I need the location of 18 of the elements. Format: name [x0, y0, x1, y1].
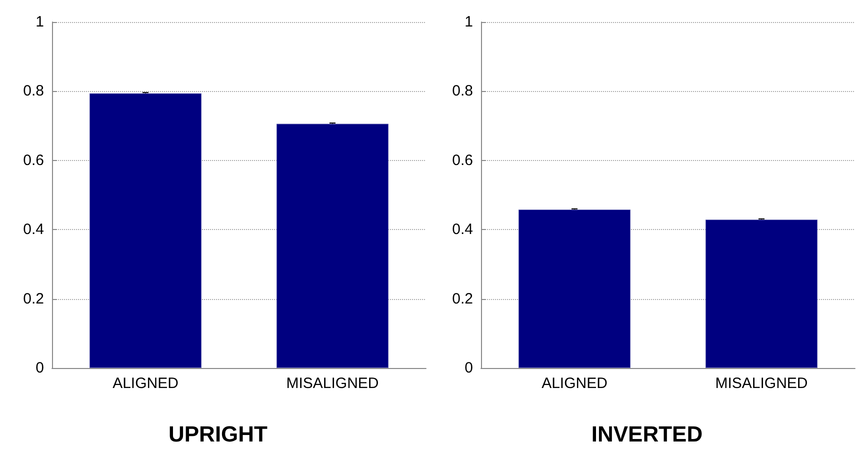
y-tick-label: 0.8: [452, 82, 473, 100]
y-tick-label: 0.6: [452, 152, 473, 169]
text: INVERTED: [591, 422, 703, 446]
y-tick-label: 1: [36, 14, 44, 30]
y-tick-label: 0.2: [23, 290, 44, 308]
y-tick-label: 1: [464, 14, 473, 30]
x-tick-label: MISALIGNED: [715, 375, 808, 392]
x-tick-label: ALIGNED: [112, 375, 179, 392]
y-tick-label: 0.6: [23, 152, 44, 169]
y-tick-label: 0.8: [23, 82, 44, 100]
text: UPRIGHT: [168, 422, 268, 446]
y-tick-label: 0.2: [452, 290, 473, 308]
x-tick-label: ALIGNED: [542, 375, 608, 392]
y-tick-label: 0: [36, 360, 44, 376]
y-tick-label: 0.4: [452, 221, 473, 238]
y-tick-label: 0.4: [23, 221, 44, 238]
x-tick-label: MISALIGNED: [286, 375, 379, 392]
y-tick-label: 0: [464, 360, 473, 376]
